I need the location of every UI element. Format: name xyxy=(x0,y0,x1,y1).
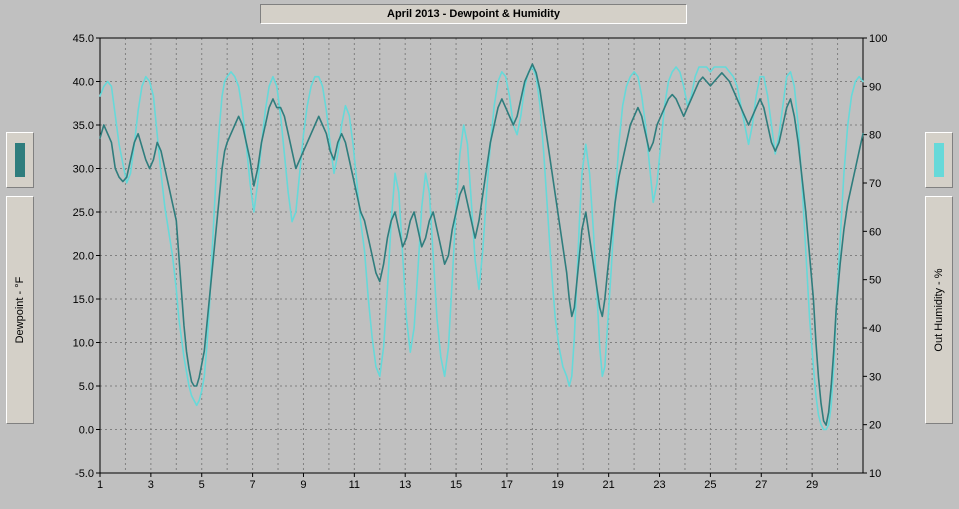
svg-text:21: 21 xyxy=(603,479,615,491)
svg-text:17: 17 xyxy=(501,479,513,491)
svg-text:30.0: 30.0 xyxy=(73,164,94,176)
svg-text:30: 30 xyxy=(869,371,881,383)
svg-text:40: 40 xyxy=(869,323,881,335)
svg-text:80: 80 xyxy=(869,130,881,142)
legend-swatch-humidity xyxy=(934,143,944,177)
axis-left-box: Dewpoint - °F xyxy=(6,196,34,424)
svg-text:23: 23 xyxy=(653,479,665,491)
svg-text:15.0: 15.0 xyxy=(73,294,94,306)
svg-text:7: 7 xyxy=(250,479,256,491)
svg-text:27: 27 xyxy=(755,479,767,491)
svg-text:5.0: 5.0 xyxy=(79,381,94,393)
y-right-label: Out Humidity - % xyxy=(933,268,945,351)
svg-text:5: 5 xyxy=(199,479,205,491)
svg-text:0.0: 0.0 xyxy=(79,425,94,437)
svg-text:15: 15 xyxy=(450,479,462,491)
svg-text:45.0: 45.0 xyxy=(73,33,94,45)
svg-text:20: 20 xyxy=(869,420,881,432)
svg-text:25.0: 25.0 xyxy=(73,207,94,219)
svg-text:19: 19 xyxy=(552,479,564,491)
svg-text:9: 9 xyxy=(300,479,306,491)
svg-text:70: 70 xyxy=(869,178,881,190)
chart-svg: -5.0 0.0 5.0 10.0 15.0 20.0 25.0 30.0 35.0 40.0 45… xyxy=(58,30,901,495)
axis-right-box: Out Humidity - % xyxy=(925,196,953,424)
svg-text:10: 10 xyxy=(869,468,881,480)
svg-text:-5.0: -5.0 xyxy=(75,468,94,480)
svg-text:29: 29 xyxy=(806,479,818,491)
svg-text:60: 60 xyxy=(869,226,881,238)
svg-text:25: 25 xyxy=(704,479,716,491)
y-left-label: Dewpoint - °F xyxy=(14,277,26,344)
svg-text:1: 1 xyxy=(97,479,103,491)
svg-text:10.0: 10.0 xyxy=(73,338,94,350)
svg-text:35.0: 35.0 xyxy=(73,120,94,132)
svg-text:20.0: 20.0 xyxy=(73,251,94,263)
svg-text:100: 100 xyxy=(869,33,887,45)
chart-title-box: April 2013 - Dewpoint & Humidity xyxy=(260,4,687,24)
legend-left xyxy=(6,132,34,188)
legend-right xyxy=(925,132,953,188)
legend-swatch-dewpoint xyxy=(15,143,25,177)
svg-text:11: 11 xyxy=(349,479,360,491)
svg-text:50: 50 xyxy=(869,275,881,287)
svg-text:13: 13 xyxy=(399,479,411,491)
svg-text:3: 3 xyxy=(148,479,154,491)
svg-text:90: 90 xyxy=(869,81,881,93)
chart-title: April 2013 - Dewpoint & Humidity xyxy=(387,8,560,20)
svg-text:40.0: 40.0 xyxy=(73,77,94,89)
chart-plot: -5.0 0.0 5.0 10.0 15.0 20.0 25.0 30.0 35.0 40.0 45… xyxy=(58,30,901,495)
